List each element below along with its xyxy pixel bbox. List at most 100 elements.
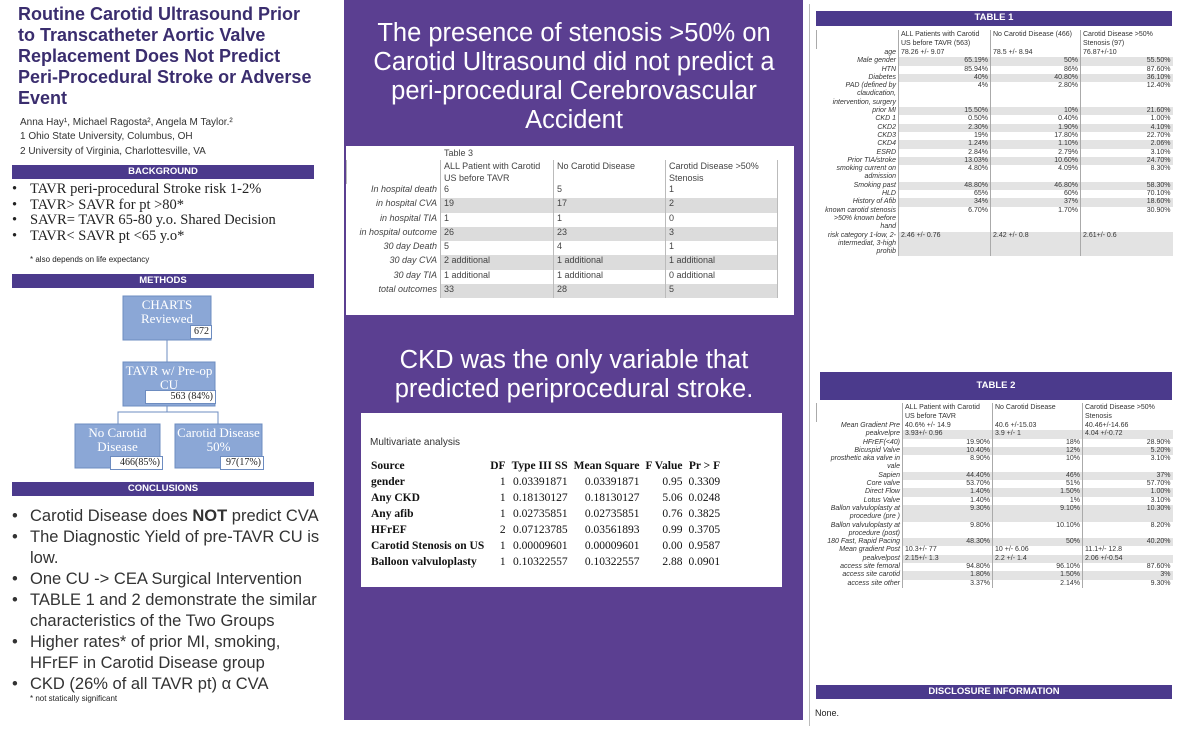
table-row: 30 day Death 5 4 1 (347, 241, 778, 256)
connector (167, 411, 219, 424)
cell: 19% (898, 131, 991, 141)
cell: 5 (553, 184, 666, 199)
column-header: ALL Patient with Carotid US before TAVR (440, 160, 554, 184)
column-header: Source (371, 460, 405, 472)
row-label: ESRD (876, 148, 896, 156)
column-header: DF (490, 460, 506, 472)
cell: 53.70% (902, 480, 993, 489)
cell: 0.9587 (688, 540, 721, 552)
section-heading: CONCLUSIONS (12, 482, 314, 496)
table-row: access site other 3.37% 2.14% 9.30% (817, 579, 1173, 588)
cell: 40.80% (990, 73, 1081, 83)
cell: 5.06 (662, 492, 683, 504)
cell: 17.80% (990, 131, 1081, 141)
cell: 40.6 +/-15.03 (992, 422, 1083, 431)
row-label: CKD3 (877, 131, 896, 139)
bullet-text: Carotid Disease does (30, 507, 193, 525)
cell: 0 (665, 212, 778, 227)
row-label: 30 day TIA (393, 269, 437, 280)
section-heading: TABLE 1 (816, 11, 1172, 26)
cell: 1.00% (1080, 115, 1173, 124)
cell: 40.20% (1082, 538, 1173, 547)
row-label: Ballon valvuloplasty at procedure (pre ) (830, 504, 900, 521)
cell: 1 (499, 492, 506, 504)
row-label: In hospital death (370, 184, 437, 194)
header-row: ALL Patient with Carotid US before TAVR N… (816, 403, 1173, 422)
cell: 4.04 +/-0.72 (1082, 430, 1173, 439)
table-card: Multivariate analysis Source DF Type III S… (361, 413, 782, 587)
cell: 0.07123785 (512, 524, 568, 536)
cell: 1 (499, 540, 506, 552)
header-row: Source DF Type III SS Mean Square F Value Pr … (368, 458, 723, 474)
table-row: Prior TIA/stroke 13.03% 10.60% 24.70% (817, 156, 1173, 166)
flow-count: 97(17%) (220, 456, 264, 470)
row-label: Mean gradient Post (839, 546, 900, 554)
poster-title: Routine Carotid Ultrasound Prior to Tran… (18, 4, 312, 108)
cell: 37% (1082, 471, 1173, 481)
row-label: 30 day Death (383, 241, 437, 252)
cell: 1.50% (992, 571, 1083, 580)
cell: 2 (499, 524, 506, 536)
bullet: TABLE 1 and 2 demonstrate the similar ch… (6, 590, 331, 632)
cell: 13.03% (898, 156, 991, 166)
cell: 2.80% (990, 82, 1081, 108)
cell: 11.1+/- 12.8 (1082, 546, 1173, 555)
row-label: Carotid Stenosis on US (371, 540, 485, 552)
row-label: 180 Fast, Rapid Pacing (827, 538, 900, 546)
cell: 0.00009601 (512, 540, 568, 552)
table-row: Ballon valvuloplasty at procedure (post)… (817, 521, 1173, 539)
cell: 96.10% (992, 563, 1083, 572)
column-header: Carotid Disease >50% Stenosis (97) (1080, 30, 1173, 49)
bullet: Higher rates* of prior MI, smoking, HFrE… (6, 632, 331, 674)
cell: 1% (992, 496, 1083, 505)
cell: 57.70% (1082, 480, 1173, 489)
cell: 1.90% (990, 123, 1081, 132)
cell: 1 additional (553, 255, 666, 270)
cell: 22.70% (1080, 131, 1173, 141)
cell: 19.90% (902, 438, 993, 447)
cell: 2 (665, 198, 778, 213)
table-wrap: Source DF Type III SS Mean Square F Value Pr … (368, 458, 723, 570)
cell: 10.60% (990, 156, 1081, 166)
table-row: HFrEF(<40) 19.90% 18% 28.90% (817, 438, 1173, 447)
cell: 70.10% (1080, 190, 1173, 199)
flow-count: 672 (190, 325, 212, 339)
cell: 2.88 (662, 556, 683, 568)
cell: 1.10% (990, 140, 1081, 149)
flow-count: 563 (84%) (145, 390, 216, 404)
cell: 0.10322557 (512, 556, 568, 568)
cell: 1 additional (665, 255, 778, 270)
affiliation: 2 University of Virginia, Charlottesvill… (20, 146, 206, 157)
cell: 1 additional (440, 269, 554, 285)
row-label: Balloon valvuloplasty (371, 556, 477, 568)
cell: 0.3309 (688, 476, 721, 488)
table-title: Table 3 (444, 148, 474, 158)
table-row: risk category 1-low, 2-intermediat, 3-hi… (817, 231, 1173, 257)
row-label: Direct Flow (864, 488, 900, 496)
table-row: Carotid Stenosis on US 1 0.00009601 0.00009… (368, 538, 723, 554)
cell: 4% (898, 82, 991, 108)
cell: 40% (898, 73, 991, 83)
cell: 3.37% (902, 579, 993, 588)
row-label: prosthetic aka valve in vale (830, 455, 900, 471)
cell: 0.99 (662, 524, 683, 536)
column-header: No Carotid Disease (553, 160, 666, 184)
corner-cell (816, 403, 903, 422)
cell: 46.80% (990, 181, 1081, 191)
data-table: Source DF Type III SS Mean Square F Value Pr … (368, 458, 723, 570)
table-row: HLD 65% 60% 70.10% (817, 190, 1173, 199)
table-row: Ballon valvuloplasty at procedure (pre )… (817, 504, 1173, 522)
cell: 1.00% (1082, 488, 1173, 497)
table-row: 30 day CVA 2 additional 1 additional 1 addi… (347, 255, 778, 270)
section-heading: TABLE 2 (820, 372, 1172, 400)
bullet: TAVR> SAVR for pt >80* (6, 197, 326, 214)
footnote: * not statically significant (30, 694, 118, 703)
column-header: No Carotid Disease (992, 403, 1083, 422)
cell: 3.93+/- 0.96 (902, 430, 993, 439)
table-row: prosthetic aka valve in vale 8.90% 10% 3.10… (817, 455, 1173, 472)
cell: 2.2 +/- 1.4 (992, 554, 1083, 564)
column-header: Pr > F (688, 460, 721, 472)
table-row: Balloon valvuloplasty 1 0.10322557 0.103225… (368, 554, 723, 570)
bullet-list: TAVR peri-procedural Stroke risk 1-2%TAV… (6, 181, 326, 244)
row-label: CKD 1 (875, 115, 896, 123)
